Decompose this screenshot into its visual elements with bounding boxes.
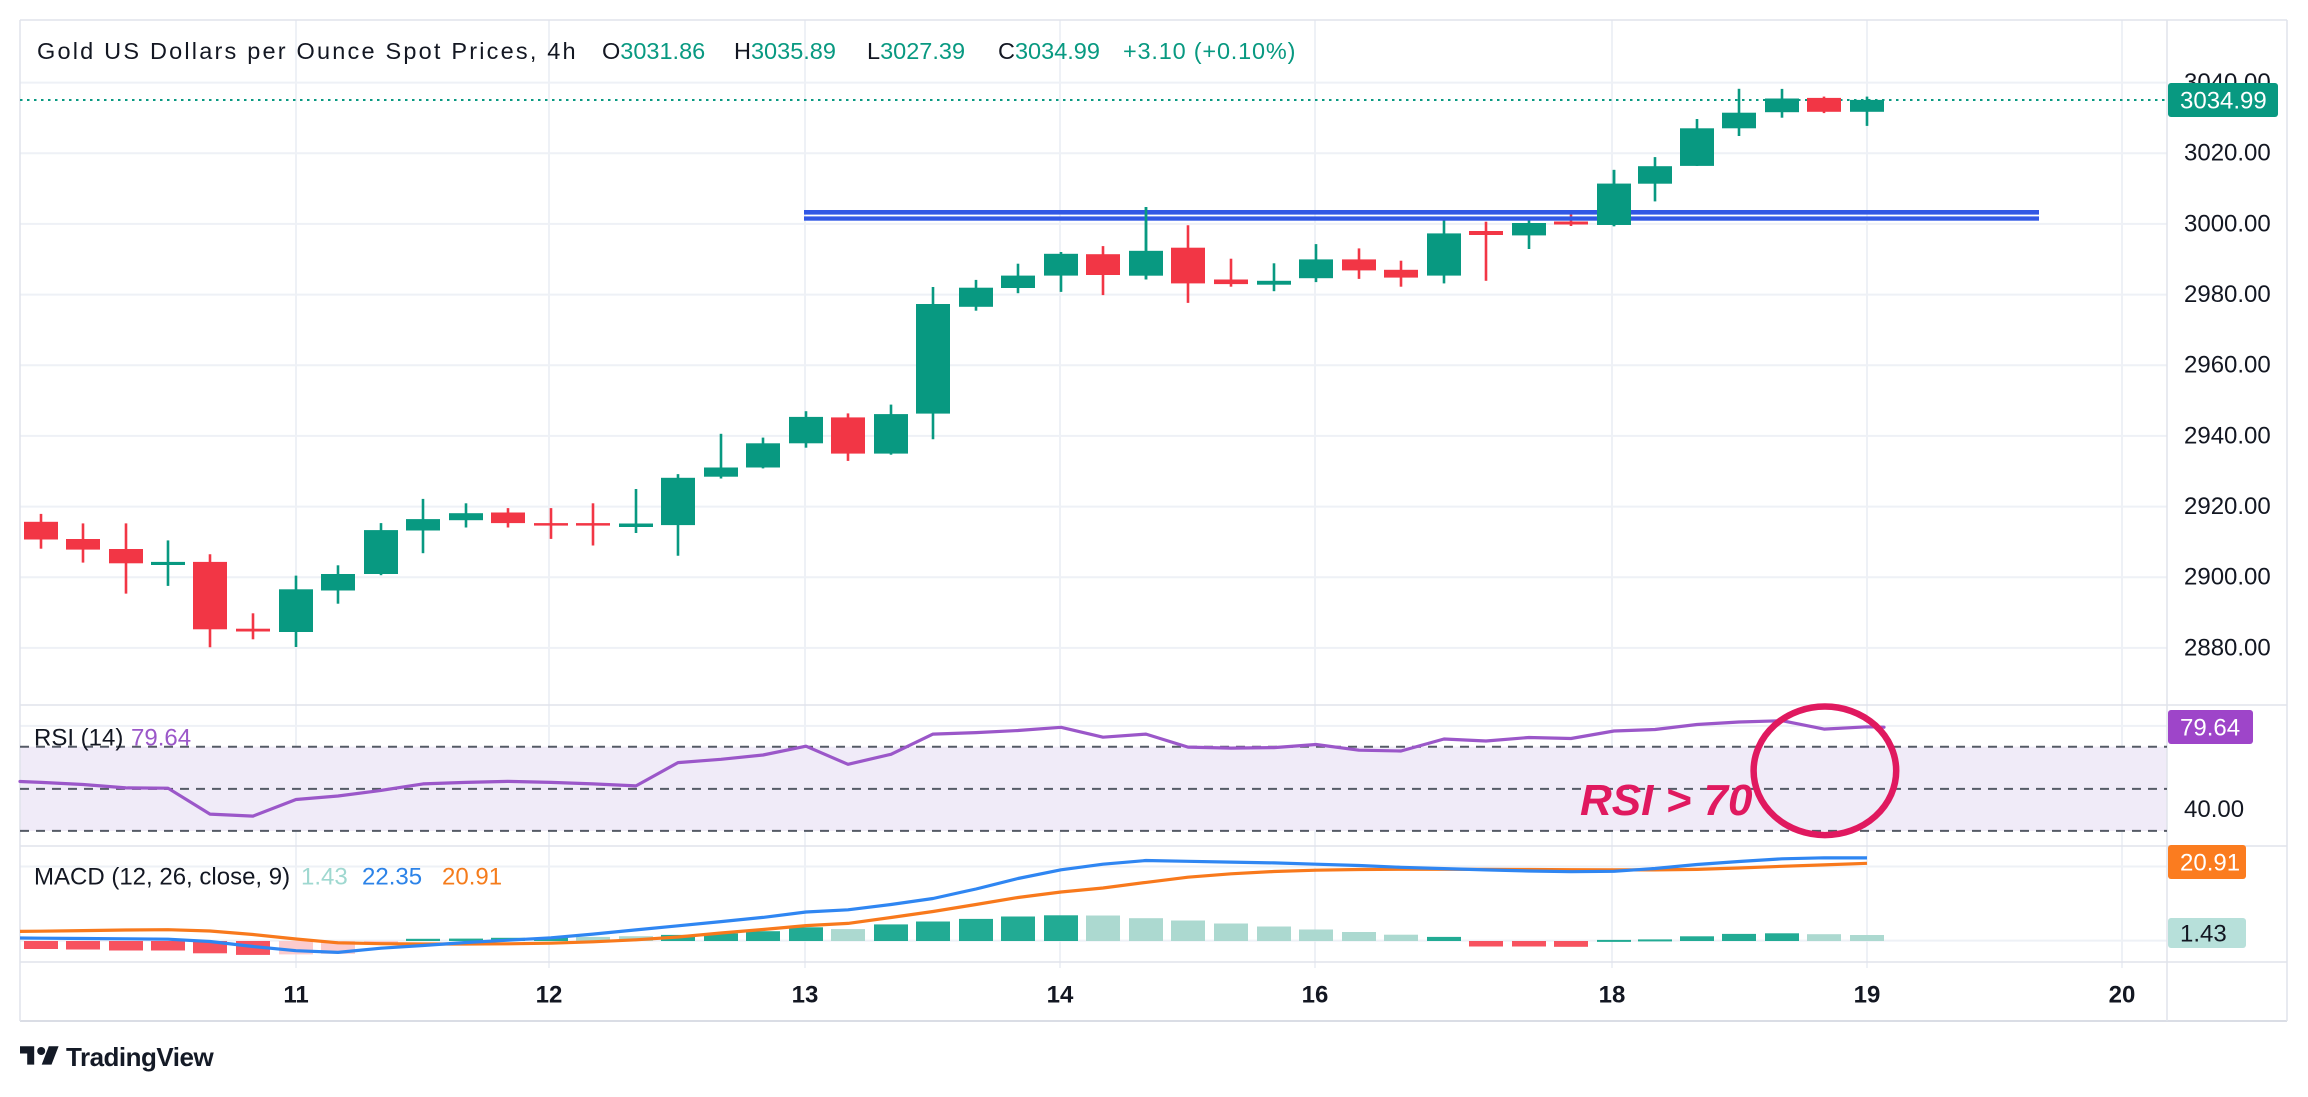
svg-text:O3031.86: O3031.86 [602, 38, 705, 64]
svg-text:79.64: 79.64 [2180, 715, 2240, 742]
svg-text:RSI (14): RSI (14) [34, 725, 123, 752]
svg-text:20.91: 20.91 [2180, 850, 2240, 877]
svg-text:14: 14 [1047, 982, 1074, 1009]
svg-text:20: 20 [2109, 982, 2136, 1009]
svg-text:2900.00: 2900.00 [2184, 564, 2271, 591]
svg-text:40.00: 40.00 [2184, 796, 2244, 823]
svg-text:C3034.99: C3034.99 [998, 38, 1100, 64]
svg-text:2880.00: 2880.00 [2184, 634, 2271, 661]
svg-text:TradingView: TradingView [66, 1042, 214, 1072]
svg-text:1.43: 1.43 [301, 864, 348, 891]
svg-text:3034.99: 3034.99 [2180, 88, 2267, 115]
svg-text:3000.00: 3000.00 [2184, 210, 2271, 237]
svg-text:L3027.39: L3027.39 [867, 38, 965, 64]
svg-text:Gold US Dollars per Ounce Spot: Gold US Dollars per Ounce Spot Prices, 4… [37, 38, 578, 64]
svg-text:RSI > 70: RSI > 70 [1580, 776, 1753, 825]
svg-text:H3035.89: H3035.89 [734, 38, 836, 64]
svg-text:22.35: 22.35 [362, 864, 422, 891]
svg-text:2940.00: 2940.00 [2184, 422, 2271, 449]
svg-text:11: 11 [283, 982, 308, 1009]
svg-text:3020.00: 3020.00 [2184, 140, 2271, 167]
svg-text:18: 18 [1599, 982, 1626, 1009]
svg-text:79.64: 79.64 [131, 725, 191, 752]
svg-text:2920.00: 2920.00 [2184, 493, 2271, 520]
svg-text:+3.10 (+0.10%): +3.10 (+0.10%) [1123, 38, 1296, 64]
svg-text:19: 19 [1854, 982, 1881, 1009]
svg-text:MACD (12, 26, close, 9): MACD (12, 26, close, 9) [34, 864, 290, 891]
svg-text:1.43: 1.43 [2180, 921, 2227, 948]
svg-text:12: 12 [536, 982, 563, 1009]
svg-text:2980.00: 2980.00 [2184, 281, 2271, 308]
svg-text:2960.00: 2960.00 [2184, 352, 2271, 379]
svg-text:16: 16 [1302, 982, 1329, 1009]
svg-text:13: 13 [792, 982, 819, 1009]
svg-text:20.91: 20.91 [442, 864, 502, 891]
